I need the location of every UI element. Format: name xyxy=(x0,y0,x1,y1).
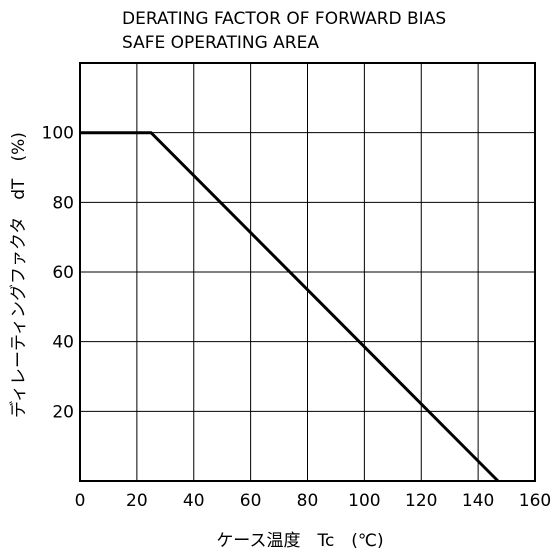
y-tick-label: 80 xyxy=(52,193,74,213)
grid xyxy=(80,63,535,481)
chart-title-line-2: SAFE OPERATING AREA xyxy=(122,33,319,53)
x-tick-label: 160 xyxy=(519,491,551,511)
plot-frame xyxy=(79,62,536,482)
x-tick-label: 80 xyxy=(297,491,319,511)
chart-title-line-1: DERATING FACTOR OF FORWARD BIAS xyxy=(122,9,446,29)
series-line xyxy=(80,131,500,483)
tick-labels: 0 20 40 60 80 100 120 140 160 20 40 60 80 100 xyxy=(42,124,552,511)
series-layer xyxy=(80,131,500,483)
x-tick-label: 60 xyxy=(240,491,262,511)
x-tick-label: 140 xyxy=(462,491,494,511)
y-tick-label: 20 xyxy=(52,402,74,422)
x-tick-label: 0 xyxy=(75,491,86,511)
x-tick-label: 20 xyxy=(126,491,148,511)
y-tick-label: 100 xyxy=(42,124,74,144)
x-tick-label: 100 xyxy=(348,491,380,511)
y-tick-label: 60 xyxy=(52,263,74,283)
x-tick-label: 120 xyxy=(405,491,437,511)
y-axis-label: ディレーティングファクタ dT (%) xyxy=(8,132,29,418)
x-axis-label: ケース温度 Tc (℃) xyxy=(216,531,383,551)
x-tick-label: 40 xyxy=(183,491,205,511)
y-tick-label: 40 xyxy=(52,333,74,353)
